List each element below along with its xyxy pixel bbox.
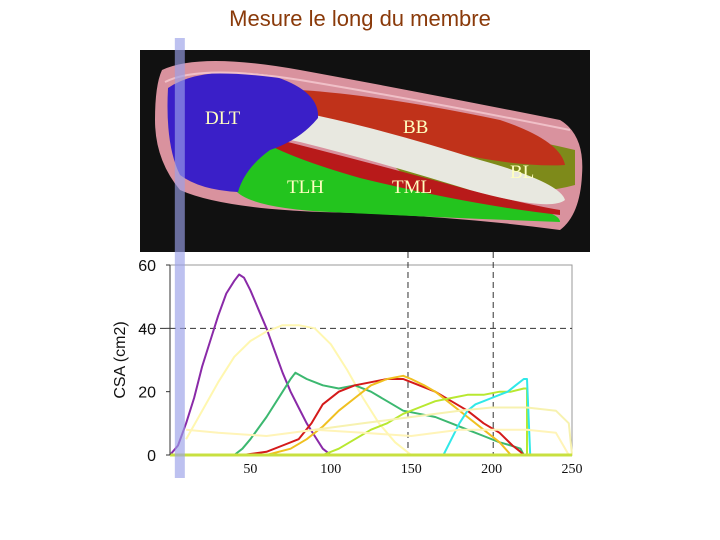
series-line-2 xyxy=(185,324,412,456)
x-tick-label-100: 100 xyxy=(320,462,341,477)
x-tick-label-200: 200 xyxy=(481,462,502,477)
y-tick-label-60: 60 xyxy=(138,258,156,275)
y-tick-label-0: 0 xyxy=(147,448,156,465)
skin-inner xyxy=(164,71,571,131)
segment-dlt xyxy=(167,72,319,192)
x-tick-label-250: 250 xyxy=(562,462,583,477)
series-line-3 xyxy=(233,371,525,456)
chart-axes: 0 20 40 60 50 100 150 200 250 CSA (cm2) xyxy=(112,38,583,478)
series-line-6 xyxy=(322,387,528,456)
label-dlt: DLT xyxy=(205,108,241,129)
label-tml: TML xyxy=(392,177,432,198)
position-marker xyxy=(174,38,185,478)
x-tick-label-50: 50 xyxy=(243,462,257,477)
segment-tml xyxy=(260,135,560,215)
series-line-4 xyxy=(242,378,525,456)
plot-area xyxy=(169,264,573,456)
y-tick-label-40: 40 xyxy=(138,321,156,338)
chart-series xyxy=(169,273,573,457)
series-line-7 xyxy=(442,378,532,456)
segment-bb xyxy=(300,90,565,166)
page-title: Mesure le long du membre xyxy=(229,6,491,31)
y-axis-label: CSA (cm2) xyxy=(112,321,129,398)
label-bl: BL xyxy=(510,162,534,183)
series-line-1 xyxy=(169,273,332,456)
label-tlh: TLH xyxy=(287,177,324,198)
bone xyxy=(258,111,565,205)
chart-frame xyxy=(140,252,573,456)
label-bb: BB xyxy=(403,117,428,138)
series-line-9 xyxy=(314,406,573,456)
y-tick-label-20: 20 xyxy=(138,385,156,402)
series-line-8 xyxy=(186,428,570,456)
x-tick-label-150: 150 xyxy=(401,462,422,477)
